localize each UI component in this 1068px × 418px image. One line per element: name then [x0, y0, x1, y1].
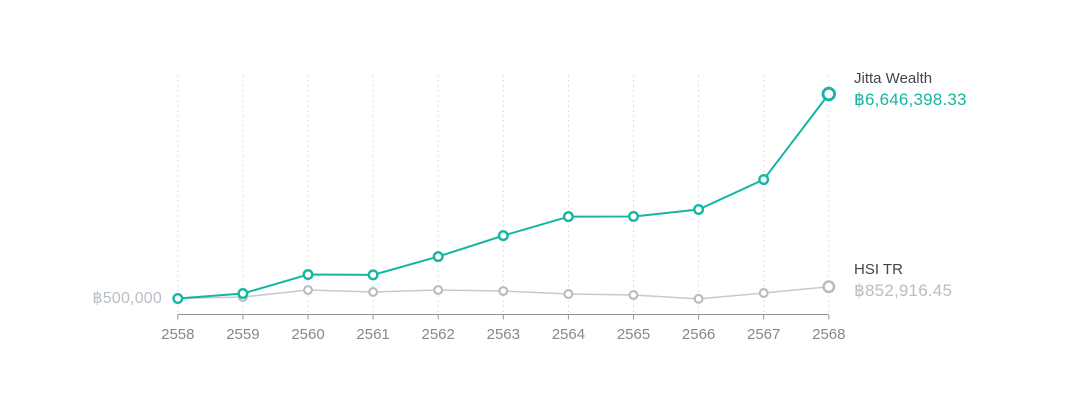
data-point-hsi-tr-2560[interactable]: [303, 285, 313, 295]
series-name-jitta-wealth: Jitta Wealth: [854, 70, 933, 87]
x-axis-label-2560: 2560: [291, 326, 325, 343]
x-axis-label-2568: 2568: [812, 326, 846, 343]
data-point-jitta-wealth-2566[interactable]: [693, 203, 705, 215]
x-axis-label-2567: 2567: [747, 326, 781, 343]
data-point-jitta-wealth-2560[interactable]: [302, 269, 314, 281]
data-point-hsi-tr-2562[interactable]: [433, 285, 444, 295]
series-final-value-hsi-tr: ฿852,916.45: [854, 281, 953, 300]
series-final-value-jitta-wealth: ฿6,646,398.33: [854, 90, 967, 109]
x-axis-label-2564: 2564: [551, 326, 586, 343]
x-axis-label-2558: 2558: [161, 326, 195, 343]
data-point-jitta-wealth-2563[interactable]: [497, 230, 509, 242]
x-axis-label-2559: 2559: [226, 326, 260, 343]
x-axis-label-2561: 2561: [356, 326, 390, 343]
data-point-jitta-wealth-2562[interactable]: [432, 251, 444, 263]
data-point-jitta-wealth-2567[interactable]: [758, 174, 770, 186]
data-point-jitta-wealth-2564[interactable]: [562, 211, 574, 223]
series-legend-hsi-tr: HSI TR ฿852,916.45: [854, 261, 952, 301]
data-point-hsi-tr-2567[interactable]: [758, 288, 769, 298]
data-point-hsi-tr-2563[interactable]: [498, 286, 509, 296]
series-name-hsi-tr: HSI TR: [854, 261, 903, 278]
data-point-hsi-tr-2566[interactable]: [693, 293, 704, 304]
data-point-jitta-wealth-2565[interactable]: [628, 210, 640, 222]
data-point-jitta-wealth-2568[interactable]: [821, 86, 837, 102]
x-axis-label-2565: 2565: [616, 326, 651, 343]
x-axis-label-2563: 2563: [486, 326, 520, 343]
data-point-jitta-wealth-2558[interactable]: [172, 293, 184, 305]
data-point-hsi-tr-2565[interactable]: [628, 290, 639, 300]
data-point-hsi-tr-2564[interactable]: [563, 289, 574, 299]
x-axis-label-2562: 2562: [421, 326, 455, 343]
data-point-hsi-tr-2568[interactable]: [822, 280, 836, 294]
y-axis-baseline-label: ฿500,000: [92, 290, 162, 307]
data-point-jitta-wealth-2559[interactable]: [237, 288, 249, 300]
data-point-hsi-tr-2561[interactable]: [368, 287, 379, 297]
x-axis-label-2566: 2566: [681, 326, 716, 343]
data-point-jitta-wealth-2561[interactable]: [367, 269, 379, 281]
series-legend-jitta-wealth: Jitta Wealth ฿6,646,398.33: [854, 70, 967, 110]
